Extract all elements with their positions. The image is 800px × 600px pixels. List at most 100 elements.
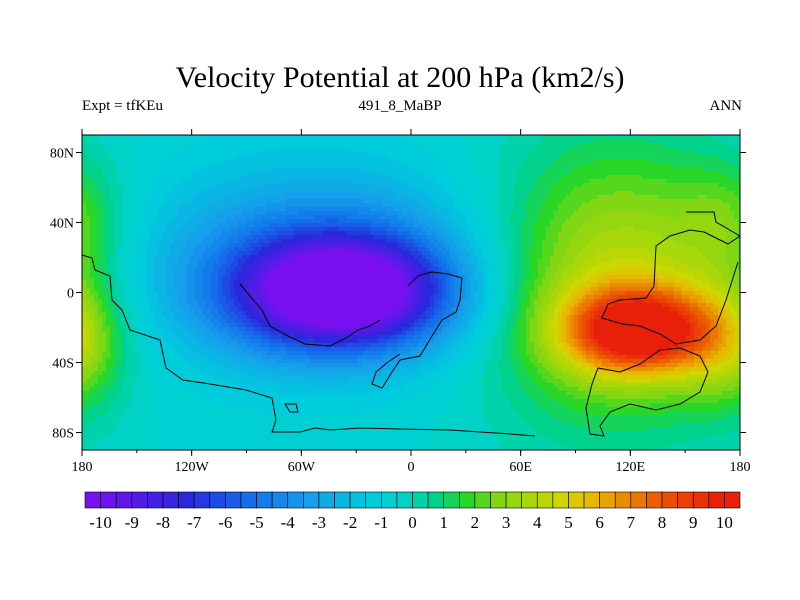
field-cell (678, 151, 683, 156)
field-cell (410, 155, 415, 160)
field-cell (662, 167, 667, 172)
field-cell (702, 251, 707, 256)
field-cell (734, 247, 739, 252)
field-cell (478, 175, 483, 180)
field-cell (326, 159, 331, 164)
field-cell (82, 231, 87, 236)
field-cell (706, 143, 711, 148)
field-cell (430, 211, 435, 216)
field-cell (486, 203, 491, 208)
field-cell (222, 211, 227, 216)
field-cell (586, 171, 591, 176)
field-cell (530, 207, 535, 212)
field-cell (542, 195, 547, 200)
field-cell (194, 167, 199, 172)
field-cell (622, 239, 627, 244)
field-cell (158, 167, 163, 172)
field-cell (270, 211, 275, 216)
field-cell (566, 135, 571, 140)
field-cell (82, 183, 87, 188)
field-cell (326, 187, 331, 192)
field-cell (458, 223, 463, 228)
field-cell (270, 179, 275, 184)
field-cell (454, 199, 459, 204)
field-cell (314, 147, 319, 152)
field-cell (218, 243, 223, 248)
field-cell (506, 203, 511, 208)
field-cell (166, 211, 171, 216)
field-cell (450, 251, 455, 256)
field-cell (126, 171, 131, 176)
field-cell (318, 155, 323, 160)
field-cell (510, 239, 515, 244)
field-cell (714, 159, 719, 164)
field-cell (142, 167, 147, 172)
field-cell (366, 183, 371, 188)
field-cell (338, 183, 343, 188)
field-cell (598, 219, 603, 224)
field-cell (290, 175, 295, 180)
field-cell (522, 211, 527, 216)
field-cell (434, 183, 439, 188)
field-cell (550, 195, 555, 200)
field-cell (190, 215, 195, 220)
field-cell (146, 219, 151, 224)
field-cell (218, 147, 223, 152)
field-cell (650, 199, 655, 204)
field-cell (522, 147, 527, 152)
field-cell (406, 223, 411, 228)
field-cell (194, 231, 199, 236)
field-cell (338, 235, 343, 240)
field-cell (730, 151, 735, 156)
field-cell (94, 167, 99, 172)
field-cell (590, 203, 595, 208)
field-cell (250, 199, 255, 204)
field-cell (146, 191, 151, 196)
field-cell (362, 207, 367, 212)
field-cell (318, 135, 323, 140)
field-cell (194, 247, 199, 252)
field-cell (606, 171, 611, 176)
field-cell (126, 155, 131, 160)
field-cell (462, 179, 467, 184)
field-cell (194, 159, 199, 164)
field-cell (430, 207, 435, 212)
field-cell (394, 207, 399, 212)
field-cell (506, 227, 511, 232)
field-cell (318, 247, 323, 252)
field-cell (250, 235, 255, 240)
field-cell (654, 191, 659, 196)
field-cell (694, 179, 699, 184)
field-cell (662, 251, 667, 256)
field-cell (574, 139, 579, 144)
field-cell (154, 163, 159, 168)
field-cell (590, 167, 595, 172)
field-cell (194, 179, 199, 184)
field-cell (530, 251, 535, 256)
field-cell (106, 135, 111, 140)
field-cell (290, 139, 295, 144)
field-cell (718, 219, 723, 224)
field-cell (718, 175, 723, 180)
field-cell (142, 147, 147, 152)
field-cell (258, 143, 263, 148)
field-cell (602, 223, 607, 228)
field-cell (730, 187, 735, 192)
field-cell (350, 191, 355, 196)
field-cell (462, 203, 467, 208)
field-cell (158, 147, 163, 152)
field-cell (282, 227, 287, 232)
field-cell (522, 227, 527, 232)
field-cell (286, 143, 291, 148)
field-cell (614, 155, 619, 160)
field-cell (470, 243, 475, 248)
field-cell (382, 187, 387, 192)
field-cell (354, 247, 359, 252)
field-cell (354, 139, 359, 144)
field-cell (478, 187, 483, 192)
field-cell (314, 187, 319, 192)
field-cell (258, 223, 263, 228)
field-cell (154, 199, 159, 204)
field-cell (382, 143, 387, 148)
field-cell (526, 175, 531, 180)
